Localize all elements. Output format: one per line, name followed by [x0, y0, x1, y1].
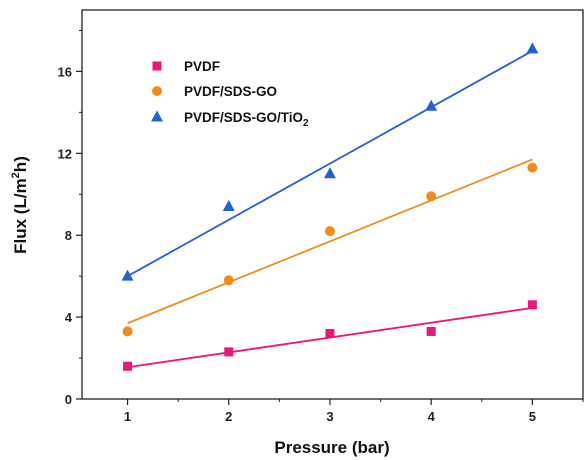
legend-text: PVDF — [184, 59, 220, 74]
y-axis-title: Flux (L/m2h) — [10, 156, 30, 254]
point-circle — [324, 226, 335, 237]
point-triangle — [323, 167, 336, 179]
point-circle — [426, 191, 437, 202]
point-triangle — [526, 42, 539, 54]
legend-label: PVDF/SDS-GO — [184, 84, 277, 99]
point-triangle — [425, 99, 438, 111]
y-tick-label: 8 — [65, 228, 72, 243]
x-tick-label: 4 — [428, 409, 436, 424]
x-axis-title: Pressure (bar) — [274, 438, 389, 457]
point-circle — [527, 162, 538, 173]
legend-marker-circle — [152, 86, 162, 96]
y-tick-label: 0 — [65, 392, 72, 407]
x-tick-label: 2 — [225, 409, 232, 424]
y-tick-label: 4 — [65, 310, 73, 325]
point-square — [123, 361, 133, 371]
x-tick-label: 5 — [529, 409, 536, 424]
point-triangle — [121, 269, 134, 281]
legend-label: PVDF — [184, 59, 220, 74]
point-circle — [223, 275, 234, 286]
fit-line-circle — [127, 158, 533, 325]
point-triangle — [222, 200, 235, 212]
legend-marker-triangle — [151, 110, 163, 122]
legend-marker-square — [152, 61, 162, 71]
legend: PVDF PVDF/SDS-GO PVDF/SDS-GO/TiO2 — [151, 59, 309, 129]
legend-text: PVDF/SDS-GO — [184, 84, 277, 99]
legend-subscript: 2 — [303, 118, 309, 129]
x-tick-label: 3 — [326, 409, 333, 424]
x-tick-label: 1 — [124, 409, 131, 424]
point-square — [325, 328, 335, 338]
data-points — [121, 42, 539, 371]
point-square — [426, 326, 436, 336]
legend-text: PVDF/SDS-GO/TiO — [184, 110, 303, 125]
legend-label: PVDF/SDS-GO/TiO2 — [184, 110, 309, 129]
point-square — [527, 300, 537, 310]
point-circle — [122, 326, 133, 337]
plot-frame — [81, 9, 584, 400]
fit-line-triangle — [127, 50, 533, 277]
y-tick-label: 12 — [58, 146, 72, 161]
point-square — [224, 347, 234, 357]
y-tick-label: 16 — [58, 64, 72, 79]
